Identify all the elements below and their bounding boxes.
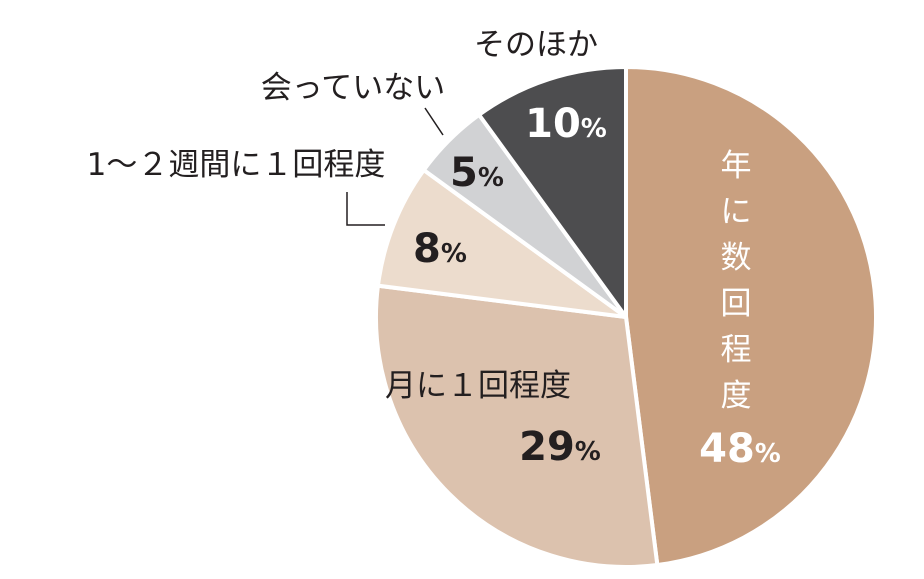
- slice-0-category-char-2: 数: [721, 240, 752, 276]
- leader-line-atte-inai: [424, 107, 444, 136]
- slice-4-percent: 10%: [525, 101, 607, 147]
- leader-lines: [346, 107, 444, 226]
- slice-label-nen-ni-suukai: 年 に 数 回 程 度 48%: [699, 148, 781, 472]
- slice-3-category: 会っていない: [261, 70, 445, 106]
- slice-3-percent-unit: %: [478, 163, 504, 193]
- slice-4-percent-unit: %: [581, 114, 607, 144]
- slice-label-sonohoka: そのほか 10%: [474, 27, 607, 147]
- slice-2-percent-value: 8: [413, 226, 441, 272]
- slice-1-percent-value: 29: [519, 424, 575, 470]
- slice-0-percent: 48%: [699, 426, 781, 472]
- slice-4-percent-value: 10: [525, 101, 581, 147]
- slice-0-category-char-3: 回: [721, 286, 752, 322]
- pie-slices: [374, 65, 878, 569]
- slice-4-category: そのほか: [474, 27, 598, 63]
- slice-2-category: 1～２週間に１回程度: [87, 147, 386, 183]
- slice-3-percent-value: 5: [450, 150, 478, 196]
- slice-label-atte-inai: 会っていない 5%: [261, 70, 504, 196]
- pie-slice-0: [624, 65, 878, 568]
- slice-2-percent: 8%: [413, 226, 467, 272]
- pie-labels: 年 に 数 回 程 度 48% 月に１回程度 29% 1～２週間に１回程度 8%: [87, 27, 781, 472]
- slice-3-percent: 5%: [450, 150, 504, 196]
- slice-1-category: 月に１回程度: [385, 368, 571, 404]
- slice-0-percent-unit: %: [755, 439, 781, 469]
- slice-2-percent-unit: %: [441, 239, 467, 269]
- slice-1-percent-unit: %: [575, 437, 601, 467]
- slice-label-shuukan: 1～２週間に１回程度 8%: [87, 147, 467, 272]
- pie-slice-1: [374, 283, 660, 569]
- pie-slice-2: [375, 168, 628, 319]
- slice-0-category-char-0: 年: [721, 148, 752, 184]
- slice-0-category-char-5: 度: [721, 378, 752, 414]
- slice-0-category-char-1: に: [721, 194, 752, 230]
- leader-line-shuukan: [346, 192, 385, 226]
- pie-slice-4: [477, 65, 628, 319]
- slice-0-percent-value: 48: [699, 426, 755, 472]
- slice-1-percent: 29%: [519, 424, 601, 470]
- slice-label-tsuki-ni-ikkai: 月に１回程度 29%: [385, 368, 601, 470]
- slice-0-category-char-4: 程: [721, 332, 752, 368]
